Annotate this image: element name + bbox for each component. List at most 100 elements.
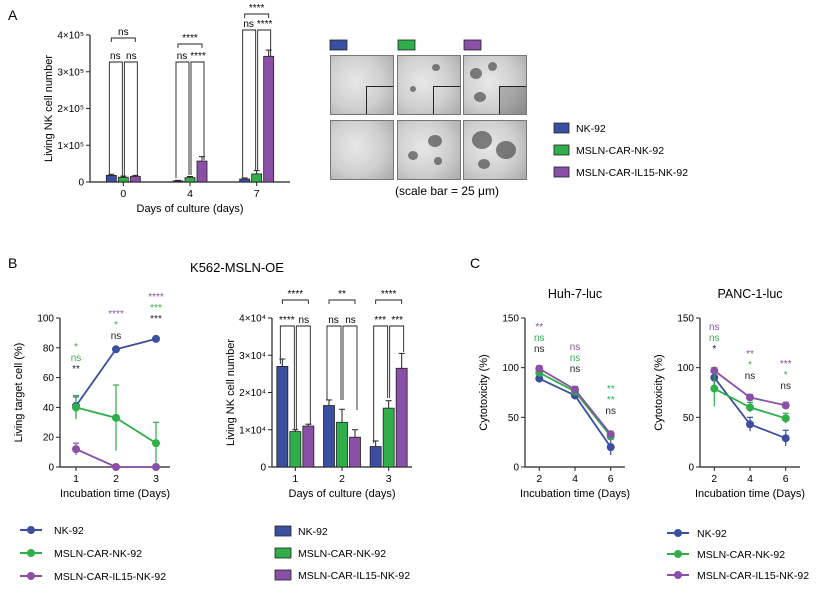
c2-x-tick-label: 6 <box>783 473 789 485</box>
c2-point <box>781 401 790 410</box>
a-sig-label: ns <box>126 51 137 62</box>
bb-bar <box>395 367 408 468</box>
c2-point <box>710 366 719 375</box>
panel-label-c: C <box>470 255 480 271</box>
micrograph-il15-bottom <box>463 120 527 180</box>
legend-c-nk92: NK-92 <box>697 528 727 540</box>
legend-b-bar-nk92: NK-92 <box>298 526 328 538</box>
chart-c-panc1: 0 50 100 150 2 4 6 Incubation time (Days) Cytoto… <box>653 287 805 500</box>
bl-sig-label: ns <box>71 353 82 364</box>
a-bar <box>196 160 208 183</box>
micrograph-il15-top <box>463 55 527 115</box>
bl-y-tick-label: 0 <box>48 463 54 474</box>
panel-label-a: A <box>8 7 18 23</box>
legend-a: NK-92 MSLN-CAR-NK-92 MSLN-CAR-IL15-NK-92 <box>553 122 688 179</box>
c1-x-tick-label: 4 <box>572 473 578 485</box>
a-sig-bracket <box>108 61 123 178</box>
bb-sig-bracket <box>342 325 358 410</box>
c1-title: Huh-7-luc <box>548 287 602 301</box>
legend-b-line-nk92: NK-92 <box>54 525 84 537</box>
a-sig-label: **** <box>249 3 265 14</box>
c2-y-tick-label: 50 <box>683 413 695 424</box>
c1-point <box>571 385 579 394</box>
bb-sig-bracket <box>281 299 309 304</box>
bl-y-tick-label: 20 <box>43 433 55 444</box>
c2-x-tick-label: 2 <box>711 473 717 485</box>
panel-label-b: B <box>8 255 17 271</box>
bb-sig-bracket <box>375 299 403 304</box>
bb-sig-label: ns <box>299 315 310 326</box>
bl-point <box>72 403 80 412</box>
bl-point <box>112 463 120 471</box>
a-sig-bracket <box>244 13 270 18</box>
a-bar <box>129 176 141 183</box>
c1-sig-label: ns <box>605 406 616 417</box>
bb-bar <box>336 421 348 468</box>
bb-bar <box>369 446 382 468</box>
a-y-tick-label: 1×10⁵ <box>57 141 84 152</box>
bb-bar <box>276 366 289 468</box>
bl-sig-label: * <box>74 342 78 353</box>
bl-point <box>112 413 120 422</box>
a-sig-label: ns <box>243 19 254 30</box>
bb-y-tick-label: 3×10⁴ <box>239 351 266 362</box>
legend-b-bar: NK-92 MSLN-CAR-NK-92 MSLN-CAR-IL15-NK-92 <box>274 525 410 582</box>
legend-b-bar-il15: MSLN-CAR-IL15-NK-92 <box>298 570 410 582</box>
bb-y-tick-label: 0 <box>260 463 266 474</box>
c2-y-label: Cytotoxicity (%) <box>653 354 665 430</box>
bl-sig-label: *** <box>150 314 162 325</box>
c1-point <box>606 430 615 439</box>
bb-bar <box>302 425 315 468</box>
bb-x-tick-label: 2 <box>339 473 345 485</box>
a-bar <box>263 55 275 183</box>
c2-point <box>781 414 790 423</box>
c2-point <box>710 384 719 393</box>
legend-c-mslncar: MSLN-CAR-NK-92 <box>697 549 785 561</box>
c1-point <box>606 443 615 452</box>
a-y-tick-label: 0 <box>78 178 84 189</box>
a-sig-label: ns <box>118 27 129 38</box>
bl-y-tick-label: 100 <box>37 314 54 325</box>
c2-sig-label: ** <box>746 349 754 360</box>
a-x-label: Days of culture (days) <box>137 203 244 215</box>
a-sig-label: **** <box>182 33 198 44</box>
bb-sig-label: **** <box>279 315 295 326</box>
micrograph-nk92-top <box>330 55 394 115</box>
c1-y-tick-label: 100 <box>502 363 519 374</box>
c2-point <box>781 434 790 443</box>
bb-sig-label: *** <box>374 315 386 326</box>
a-bar <box>184 177 196 183</box>
c2-y-tick-label: 150 <box>677 314 694 325</box>
a-sig-label: ns <box>177 51 188 62</box>
c2-point <box>746 393 754 402</box>
a-x-tick-label: 0 <box>120 188 126 200</box>
bb-sig-label: *** <box>391 315 403 326</box>
c1-y-tick-label: 0 <box>513 463 519 474</box>
a-x-tick-label: 7 <box>254 188 260 200</box>
c2-sig-label: ns <box>745 371 756 382</box>
c2-x-label: Incubation time (Days) <box>695 488 805 500</box>
bb-bar <box>323 405 335 468</box>
bl-y-tick-label: 80 <box>43 343 55 354</box>
c1-sig-label: ns <box>570 364 581 375</box>
legend-a-il15: MSLN-CAR-IL15-NK-92 <box>576 167 688 179</box>
a-y-tick-label: 2×10⁵ <box>57 104 84 115</box>
bl-x-tick-label: 2 <box>113 473 119 485</box>
c1-point <box>535 364 544 373</box>
micrograph-nk92-bottom <box>330 120 394 180</box>
bb-bar <box>289 431 302 468</box>
bb-sig-bracket <box>279 325 295 430</box>
c1-sig-label: ** <box>535 322 543 333</box>
c1-sig-label: ns <box>570 342 581 353</box>
bl-x-tick-label: 1 <box>73 473 79 485</box>
c1-x-tick-label: 6 <box>608 473 614 485</box>
a-sig-bracket <box>110 37 136 42</box>
micrograph-mslncar-top <box>397 55 461 115</box>
c2-sig-label: ns <box>709 322 720 333</box>
c1-sig-label: ns <box>570 353 581 364</box>
c1-sig-label: ns <box>534 344 545 355</box>
bb-sig-bracket <box>328 299 356 304</box>
bl-sig-label: **** <box>148 292 164 303</box>
scale-bar-caption: (scale bar = 25 μm) <box>395 184 499 198</box>
c1-sig-label: ** <box>607 395 615 406</box>
